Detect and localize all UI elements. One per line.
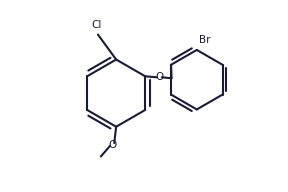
Text: Br: Br [199,35,210,45]
Text: Cl: Cl [92,20,102,30]
Text: O: O [155,72,163,82]
Text: O: O [108,140,116,150]
